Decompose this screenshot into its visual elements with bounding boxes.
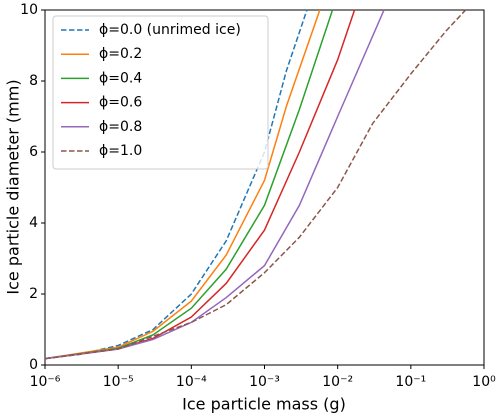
x-tick-label: 10⁻⁵ xyxy=(103,374,134,390)
x-tick-label: 10⁻⁶ xyxy=(30,374,61,390)
y-tick-label: 0 xyxy=(29,357,38,373)
x-tick-label: 10⁻³ xyxy=(249,374,280,390)
series-line xyxy=(44,9,385,360)
x-tick-label: 10⁻⁴ xyxy=(176,374,207,390)
y-tick-label: 10 xyxy=(20,2,38,18)
y-tick-label: 6 xyxy=(29,144,38,160)
legend-label: ϕ=0.8 xyxy=(99,119,142,135)
y-tick-label: 2 xyxy=(29,286,38,302)
legend-box xyxy=(52,15,269,170)
y-tick-label: 4 xyxy=(29,215,38,231)
x-tick-label: 10⁰ xyxy=(472,374,496,390)
legend-label: ϕ=0.6 xyxy=(99,95,142,111)
x-tick-label: 10⁻¹ xyxy=(395,374,426,390)
legend-label: ϕ=0.0 (unrimed ice) xyxy=(99,22,241,38)
x-axis-label: Ice particle mass (g) xyxy=(182,395,346,414)
legend-label: ϕ=0.4 xyxy=(99,70,142,86)
legend-label: ϕ=0.2 xyxy=(99,46,142,62)
legend-label: ϕ=1.0 xyxy=(99,143,142,159)
y-tick-label: 8 xyxy=(29,73,38,89)
series-line xyxy=(44,9,334,360)
series-line xyxy=(44,9,467,360)
x-tick-label: 10⁻² xyxy=(322,374,353,390)
y-axis-label: Ice particle diameter (mm) xyxy=(4,79,23,294)
series-line xyxy=(44,9,321,360)
